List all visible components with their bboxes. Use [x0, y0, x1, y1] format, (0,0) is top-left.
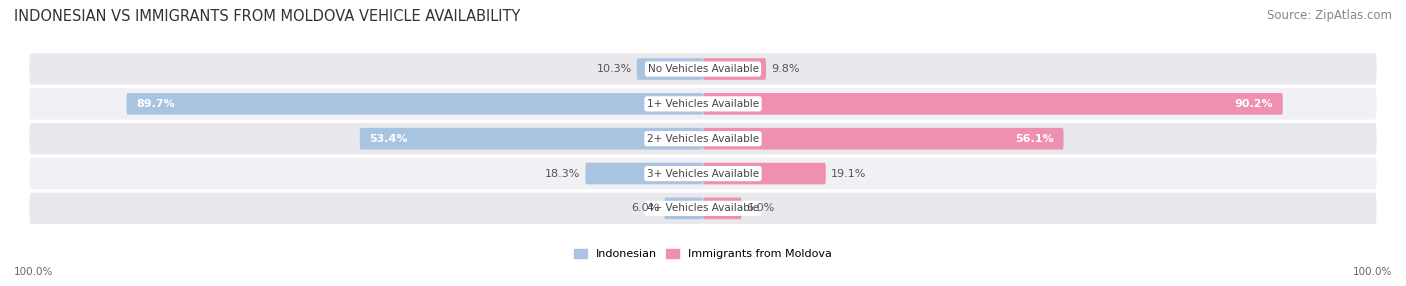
- FancyBboxPatch shape: [637, 58, 703, 80]
- FancyBboxPatch shape: [665, 198, 703, 219]
- Text: Source: ZipAtlas.com: Source: ZipAtlas.com: [1267, 9, 1392, 21]
- Text: 89.7%: 89.7%: [136, 99, 174, 109]
- FancyBboxPatch shape: [127, 93, 703, 115]
- Text: 18.3%: 18.3%: [546, 168, 581, 178]
- FancyBboxPatch shape: [703, 198, 741, 219]
- FancyBboxPatch shape: [703, 93, 1282, 115]
- Text: 10.3%: 10.3%: [596, 64, 631, 74]
- Legend: Indonesian, Immigrants from Moldova: Indonesian, Immigrants from Moldova: [569, 244, 837, 263]
- FancyBboxPatch shape: [28, 191, 1378, 225]
- Text: No Vehicles Available: No Vehicles Available: [648, 64, 758, 74]
- Text: 9.8%: 9.8%: [770, 64, 800, 74]
- FancyBboxPatch shape: [28, 52, 1378, 86]
- Text: 6.0%: 6.0%: [747, 203, 775, 213]
- Text: 90.2%: 90.2%: [1234, 99, 1272, 109]
- Text: INDONESIAN VS IMMIGRANTS FROM MOLDOVA VEHICLE AVAILABILITY: INDONESIAN VS IMMIGRANTS FROM MOLDOVA VE…: [14, 9, 520, 23]
- Text: 2+ Vehicles Available: 2+ Vehicles Available: [647, 134, 759, 144]
- Text: 56.1%: 56.1%: [1015, 134, 1054, 144]
- FancyBboxPatch shape: [703, 163, 825, 184]
- FancyBboxPatch shape: [360, 128, 703, 150]
- Text: 1+ Vehicles Available: 1+ Vehicles Available: [647, 99, 759, 109]
- FancyBboxPatch shape: [28, 87, 1378, 121]
- FancyBboxPatch shape: [28, 156, 1378, 191]
- FancyBboxPatch shape: [28, 122, 1378, 156]
- Text: 53.4%: 53.4%: [370, 134, 408, 144]
- Text: 100.0%: 100.0%: [1353, 267, 1392, 277]
- Text: 100.0%: 100.0%: [14, 267, 53, 277]
- Text: 19.1%: 19.1%: [831, 168, 866, 178]
- FancyBboxPatch shape: [703, 58, 766, 80]
- Text: 3+ Vehicles Available: 3+ Vehicles Available: [647, 168, 759, 178]
- Text: 6.0%: 6.0%: [631, 203, 659, 213]
- FancyBboxPatch shape: [585, 163, 703, 184]
- Text: 4+ Vehicles Available: 4+ Vehicles Available: [647, 203, 759, 213]
- FancyBboxPatch shape: [703, 128, 1063, 150]
